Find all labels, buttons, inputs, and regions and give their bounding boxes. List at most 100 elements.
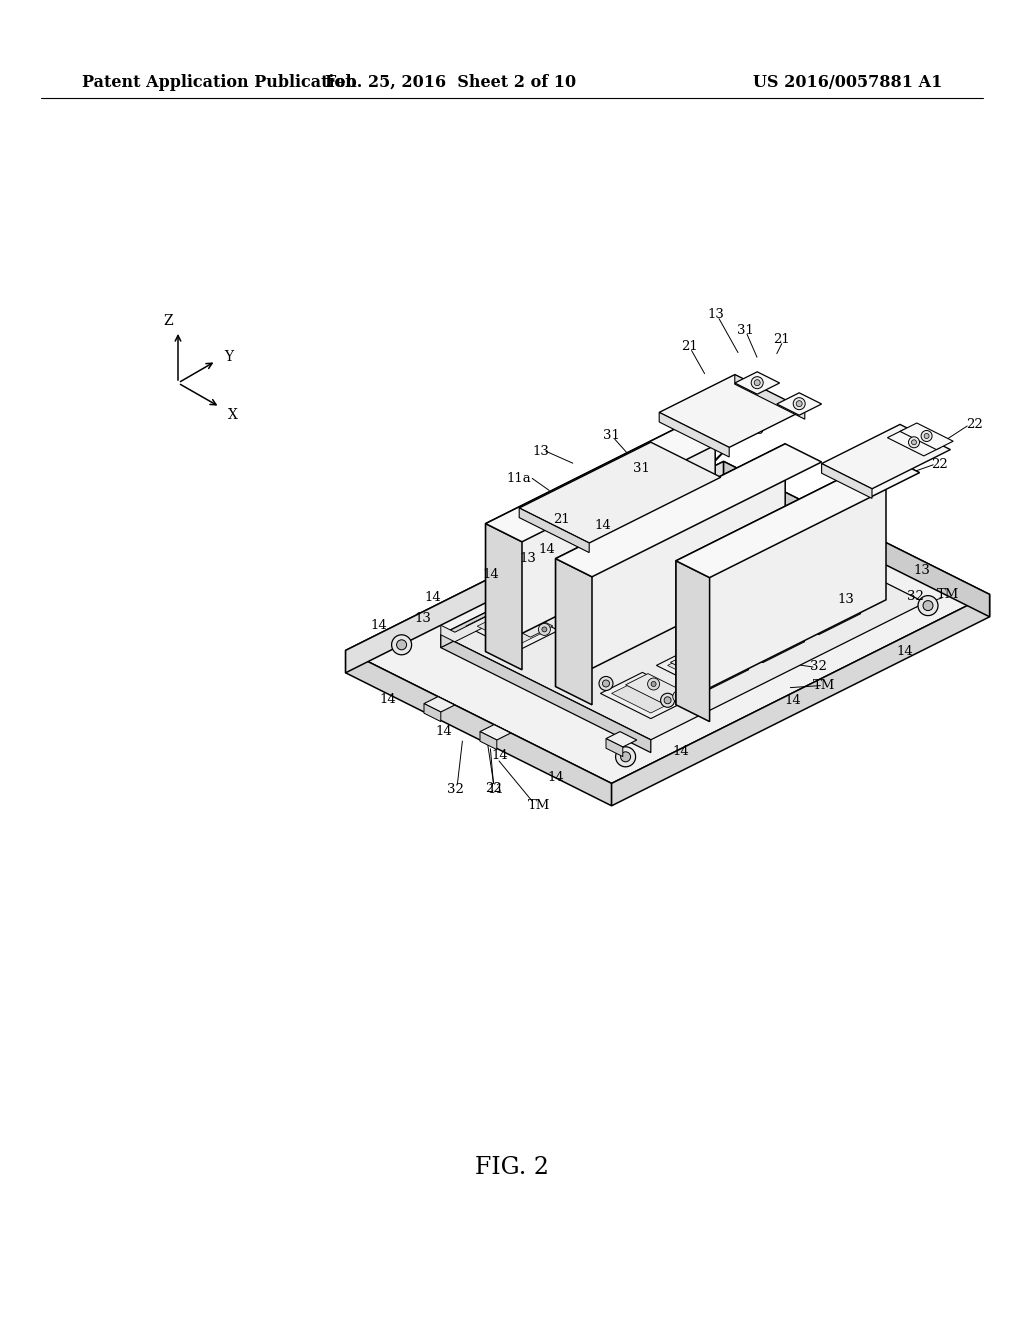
Text: 13: 13	[708, 308, 724, 321]
Circle shape	[676, 694, 681, 700]
Text: 22: 22	[966, 417, 983, 430]
Text: 13: 13	[838, 593, 854, 606]
Polygon shape	[671, 651, 732, 682]
Polygon shape	[485, 524, 522, 669]
Text: 14: 14	[673, 744, 689, 758]
Circle shape	[908, 437, 920, 447]
Circle shape	[922, 430, 932, 441]
Text: 31: 31	[603, 429, 621, 442]
Polygon shape	[556, 558, 592, 705]
Polygon shape	[346, 462, 989, 783]
Polygon shape	[536, 583, 598, 615]
Circle shape	[755, 380, 760, 385]
Circle shape	[760, 622, 772, 634]
Polygon shape	[556, 444, 785, 686]
Circle shape	[794, 397, 805, 409]
Text: TM: TM	[527, 800, 550, 812]
Polygon shape	[485, 409, 752, 541]
Text: TM: TM	[937, 589, 959, 602]
Text: 13: 13	[519, 552, 537, 565]
Polygon shape	[888, 429, 941, 455]
Text: 14: 14	[435, 725, 452, 738]
Text: TM: TM	[813, 678, 836, 692]
Text: 21: 21	[773, 333, 791, 346]
Circle shape	[629, 558, 634, 564]
Text: FIG. 2: FIG. 2	[475, 1156, 549, 1180]
Text: 13: 13	[532, 445, 549, 458]
Polygon shape	[713, 616, 805, 663]
Circle shape	[639, 558, 646, 565]
Polygon shape	[346, 651, 611, 805]
Circle shape	[499, 628, 506, 635]
Circle shape	[496, 624, 509, 639]
Circle shape	[513, 611, 525, 623]
Polygon shape	[668, 649, 737, 685]
Text: 14: 14	[547, 771, 564, 784]
Polygon shape	[645, 527, 715, 562]
Polygon shape	[779, 594, 850, 630]
Polygon shape	[900, 422, 953, 450]
Polygon shape	[440, 635, 651, 752]
Text: 22: 22	[485, 783, 502, 796]
Circle shape	[739, 606, 753, 620]
Circle shape	[752, 376, 763, 388]
Polygon shape	[611, 594, 989, 805]
Polygon shape	[440, 498, 926, 739]
Circle shape	[650, 568, 663, 579]
Circle shape	[911, 440, 916, 445]
Polygon shape	[766, 603, 827, 635]
Circle shape	[626, 554, 637, 566]
Polygon shape	[606, 731, 637, 747]
Polygon shape	[424, 697, 455, 711]
Polygon shape	[735, 375, 805, 420]
Polygon shape	[676, 455, 886, 705]
Circle shape	[618, 616, 633, 630]
Polygon shape	[589, 554, 659, 590]
Circle shape	[918, 595, 938, 615]
Polygon shape	[534, 583, 603, 618]
Circle shape	[598, 599, 603, 605]
Text: 13: 13	[913, 565, 931, 577]
Text: 14: 14	[539, 543, 556, 556]
Circle shape	[636, 554, 649, 569]
Circle shape	[602, 680, 609, 686]
Text: 11a: 11a	[507, 473, 531, 484]
Polygon shape	[600, 672, 693, 718]
Circle shape	[517, 614, 521, 619]
Polygon shape	[768, 589, 861, 635]
Polygon shape	[724, 622, 794, 657]
Circle shape	[786, 630, 801, 644]
Circle shape	[797, 401, 802, 407]
Circle shape	[654, 572, 658, 576]
Circle shape	[924, 433, 929, 438]
Polygon shape	[606, 739, 623, 756]
Text: 32: 32	[907, 590, 924, 603]
Circle shape	[742, 610, 750, 616]
Polygon shape	[659, 412, 729, 457]
Text: 13: 13	[415, 611, 431, 624]
Polygon shape	[676, 455, 920, 578]
Polygon shape	[519, 442, 721, 543]
Text: 22: 22	[931, 458, 947, 471]
Circle shape	[621, 752, 631, 762]
Polygon shape	[424, 704, 440, 722]
Circle shape	[599, 676, 613, 690]
Circle shape	[673, 690, 685, 702]
Polygon shape	[626, 673, 687, 705]
Text: Patent Application Publication: Patent Application Publication	[82, 74, 356, 91]
Text: 14: 14	[379, 693, 396, 706]
Text: X: X	[228, 408, 238, 422]
Text: 14: 14	[595, 519, 611, 532]
Circle shape	[763, 626, 768, 631]
Circle shape	[396, 640, 407, 649]
Text: 31: 31	[736, 323, 754, 337]
Circle shape	[732, 667, 737, 671]
Text: US 2016/0057881 A1: US 2016/0057881 A1	[753, 74, 942, 91]
Circle shape	[391, 635, 412, 655]
Text: 14: 14	[371, 619, 387, 632]
Circle shape	[699, 488, 709, 499]
Polygon shape	[346, 462, 724, 673]
Text: Feb. 25, 2016  Sheet 2 of 10: Feb. 25, 2016 Sheet 2 of 10	[325, 74, 577, 91]
Polygon shape	[485, 409, 715, 652]
Polygon shape	[480, 731, 497, 750]
